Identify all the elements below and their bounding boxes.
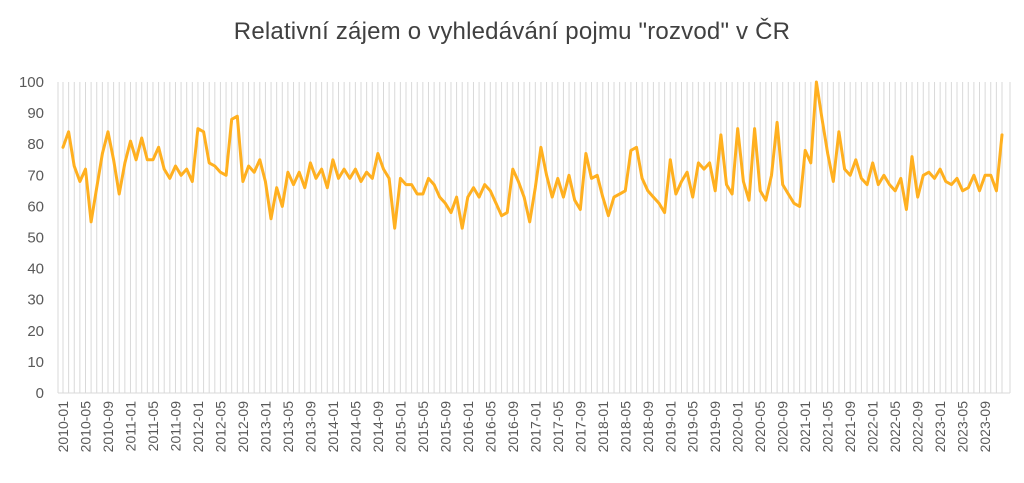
x-axis-tick-label: 2017-01 (527, 401, 543, 453)
x-axis-tick-label: 2020-01 (730, 401, 746, 453)
y-axis-tick-label: 40 (27, 261, 44, 278)
y-axis-tick-label: 70 (27, 167, 44, 184)
x-axis-tick-label: 2010-09 (100, 401, 116, 453)
x-axis-tick-label: 2015-05 (415, 401, 431, 453)
x-axis-tick-label: 2019-09 (707, 401, 723, 453)
x-axis-tick-label: 2023-01 (932, 401, 948, 453)
x-axis-tick-label: 2014-05 (347, 401, 363, 453)
x-axis-tick-label: 2018-05 (617, 401, 633, 453)
y-axis-tick-label: 10 (27, 354, 44, 371)
x-axis-tick-label: 2011-01 (122, 401, 138, 452)
x-axis-tick-label: 2017-09 (572, 401, 588, 453)
x-axis-tick-label: 2023-05 (955, 401, 971, 453)
x-axis-tick-label: 2020-09 (775, 401, 791, 453)
y-axis-tick-label: 30 (27, 292, 44, 309)
x-axis-tick-label: 2014-09 (370, 401, 386, 453)
x-axis-tick-label: 2010-01 (55, 401, 71, 453)
y-axis-tick-label: 100 (19, 74, 44, 91)
x-axis-tick-label: 2020-05 (752, 401, 768, 453)
x-axis-tick-label: 2013-01 (257, 401, 273, 453)
chart-title: Relativní zájem o vyhledávání pojmu "roz… (233, 18, 791, 45)
y-axis-tick-label: 50 (27, 230, 44, 247)
x-axis-tick-label: 2022-01 (865, 401, 881, 453)
x-axis-tick-label: 2012-01 (190, 401, 206, 453)
x-axis-tick-label: 2016-01 (460, 401, 476, 453)
x-axis-tick-label: 2021-01 (797, 401, 813, 453)
x-axis-tick-label: 2021-05 (820, 401, 836, 453)
x-axis-tick-label: 2012-05 (212, 401, 228, 453)
x-axis-tick-label: 2016-05 (482, 401, 498, 453)
y-axis-tick-label: 20 (27, 323, 44, 340)
x-axis-tick-label: 2016-09 (505, 401, 521, 453)
x-axis-tick-label: 2012-09 (235, 401, 251, 453)
x-axis-tick-label: 2013-09 (302, 401, 318, 453)
x-axis-tick-label: 2022-09 (910, 401, 926, 453)
x-axis-tick-label: 2022-05 (887, 401, 903, 453)
x-axis-tick-label: 2015-09 (437, 401, 453, 453)
y-axis-tick-label: 60 (27, 198, 44, 215)
x-axis-tick-label: 2019-01 (662, 401, 678, 453)
x-axis-tick-label: 2010-05 (77, 401, 93, 453)
x-axis-tick-label: 2018-09 (640, 401, 656, 453)
x-axis-tick-label: 2014-01 (325, 401, 341, 453)
x-axis-tick-label: 2017-05 (550, 401, 566, 453)
y-axis-tick-label: 90 (27, 105, 44, 122)
y-axis-tick-label: 0 (36, 385, 44, 402)
x-axis-tick-label: 2015-01 (392, 401, 408, 453)
x-axis-tick-label: 2019-05 (685, 401, 701, 453)
x-axis-tick-label: 2018-01 (595, 401, 611, 453)
y-axis-tick-label: 80 (27, 136, 44, 153)
x-axis-tick-label: 2011-09 (167, 401, 183, 452)
x-axis-tick-label: 2011-05 (145, 401, 161, 452)
x-axis-tick-label: 2013-05 (280, 401, 296, 453)
x-axis-tick-label: 2021-09 (842, 401, 858, 453)
trend-line-series (61, 80, 1004, 230)
x-axis-tick-label: 2023-09 (977, 401, 993, 453)
